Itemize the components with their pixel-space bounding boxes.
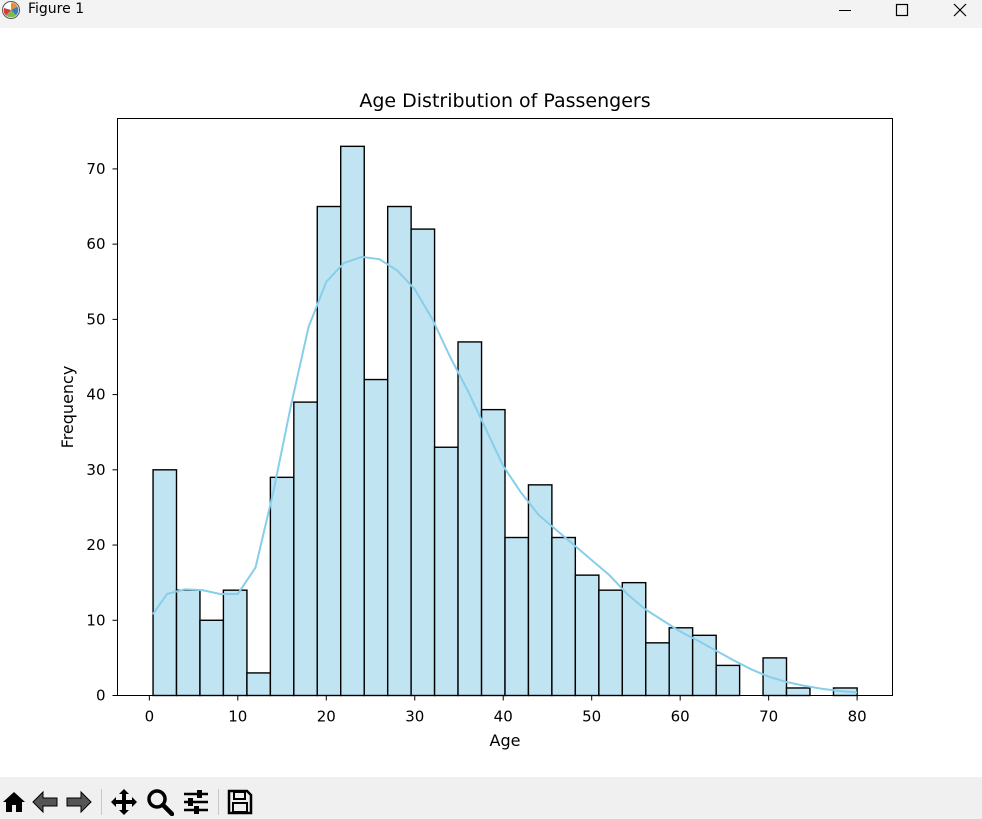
configure-subplots-icon <box>184 790 208 814</box>
close-icon <box>953 3 967 17</box>
histogram-bar <box>222 589 248 697</box>
save-icon <box>227 789 253 815</box>
back-arrow-icon <box>32 790 58 814</box>
x-tick-label: 0 <box>145 708 155 726</box>
histogram-bar <box>668 627 694 697</box>
histogram-bar <box>410 228 436 697</box>
histogram-bar <box>269 476 295 697</box>
y-tick-label: 30 <box>86 461 105 479</box>
histogram-bar <box>293 401 318 697</box>
close-button[interactable] <box>938 0 982 20</box>
save-button[interactable] <box>226 788 254 816</box>
minimize-icon <box>839 10 851 11</box>
zoom-icon <box>147 789 174 816</box>
histogram-bar <box>340 145 365 697</box>
home-button[interactable] <box>0 788 28 816</box>
x-tick-label: 50 <box>582 708 601 726</box>
home-icon <box>3 792 25 812</box>
chart-title: Age Distribution of Passengers <box>359 90 650 112</box>
histogram-bar <box>551 536 577 697</box>
histogram-bar <box>504 536 530 697</box>
histogram-bar <box>433 446 459 697</box>
histogram-bar <box>480 408 506 697</box>
kde-line <box>152 255 858 694</box>
window-titlebar: Figure 1 <box>0 0 982 28</box>
y-axis-label: Frequency <box>58 366 77 449</box>
maximize-icon <box>895 3 909 17</box>
histogram-bar <box>175 589 201 697</box>
histogram-bar <box>363 378 389 697</box>
ticks-layer: 0 10 20 30 40 50 60 70 80 0 10 20 30 40 50 60 70 <box>86 160 866 726</box>
forward-arrow-icon <box>66 790 92 814</box>
x-tick-label: 40 <box>494 708 513 726</box>
histogram-bar <box>785 687 811 697</box>
bars-layer <box>152 145 858 697</box>
histogram-bar <box>386 205 412 697</box>
pan-button[interactable] <box>110 788 138 816</box>
histogram-bar <box>152 469 178 697</box>
x-axis-label: Age <box>490 731 521 750</box>
maximize-button[interactable] <box>880 0 924 20</box>
x-tick-label: 30 <box>405 708 424 726</box>
x-tick-label: 60 <box>671 708 690 726</box>
x-tick-label: 80 <box>848 708 867 726</box>
x-tick-label: 70 <box>759 708 778 726</box>
forward-button[interactable] <box>65 788 93 816</box>
histogram-bar <box>246 672 272 697</box>
toolbar-separator <box>101 789 102 815</box>
histogram-bar <box>199 619 225 697</box>
axes-frame <box>117 118 893 696</box>
window-title: Figure 1 <box>28 1 85 17</box>
configure-subplots-button[interactable] <box>182 788 210 816</box>
pan-icon <box>111 789 137 815</box>
y-tick-label: 60 <box>86 235 105 253</box>
matplotlib-logo-icon <box>2 1 20 19</box>
figure-canvas: 0 10 20 30 40 50 60 70 80 0 10 20 30 40 50 60 70 Age Dis… <box>0 28 982 777</box>
histogram-bar <box>598 589 624 697</box>
y-tick-label: 20 <box>86 536 105 554</box>
navigation-toolbar <box>0 777 982 819</box>
y-tick-label: 0 <box>96 687 106 705</box>
histogram-bar <box>574 574 600 697</box>
y-tick-label: 70 <box>86 160 105 178</box>
y-tick-label: 40 <box>86 386 105 404</box>
back-button[interactable] <box>31 788 59 816</box>
y-tick-label: 50 <box>86 310 105 328</box>
x-tick-label: 20 <box>317 708 336 726</box>
minimize-button[interactable] <box>823 0 867 20</box>
histogram-bar <box>645 642 670 697</box>
histogram-chart: 0 10 20 30 40 50 60 70 80 0 10 20 30 40 50 60 70 Age Dis… <box>58 90 893 750</box>
x-tick-label: 10 <box>228 708 247 726</box>
zoom-button[interactable] <box>146 788 174 816</box>
toolbar-separator <box>218 789 219 815</box>
histogram-bar <box>715 664 741 697</box>
y-tick-label: 10 <box>86 611 105 629</box>
